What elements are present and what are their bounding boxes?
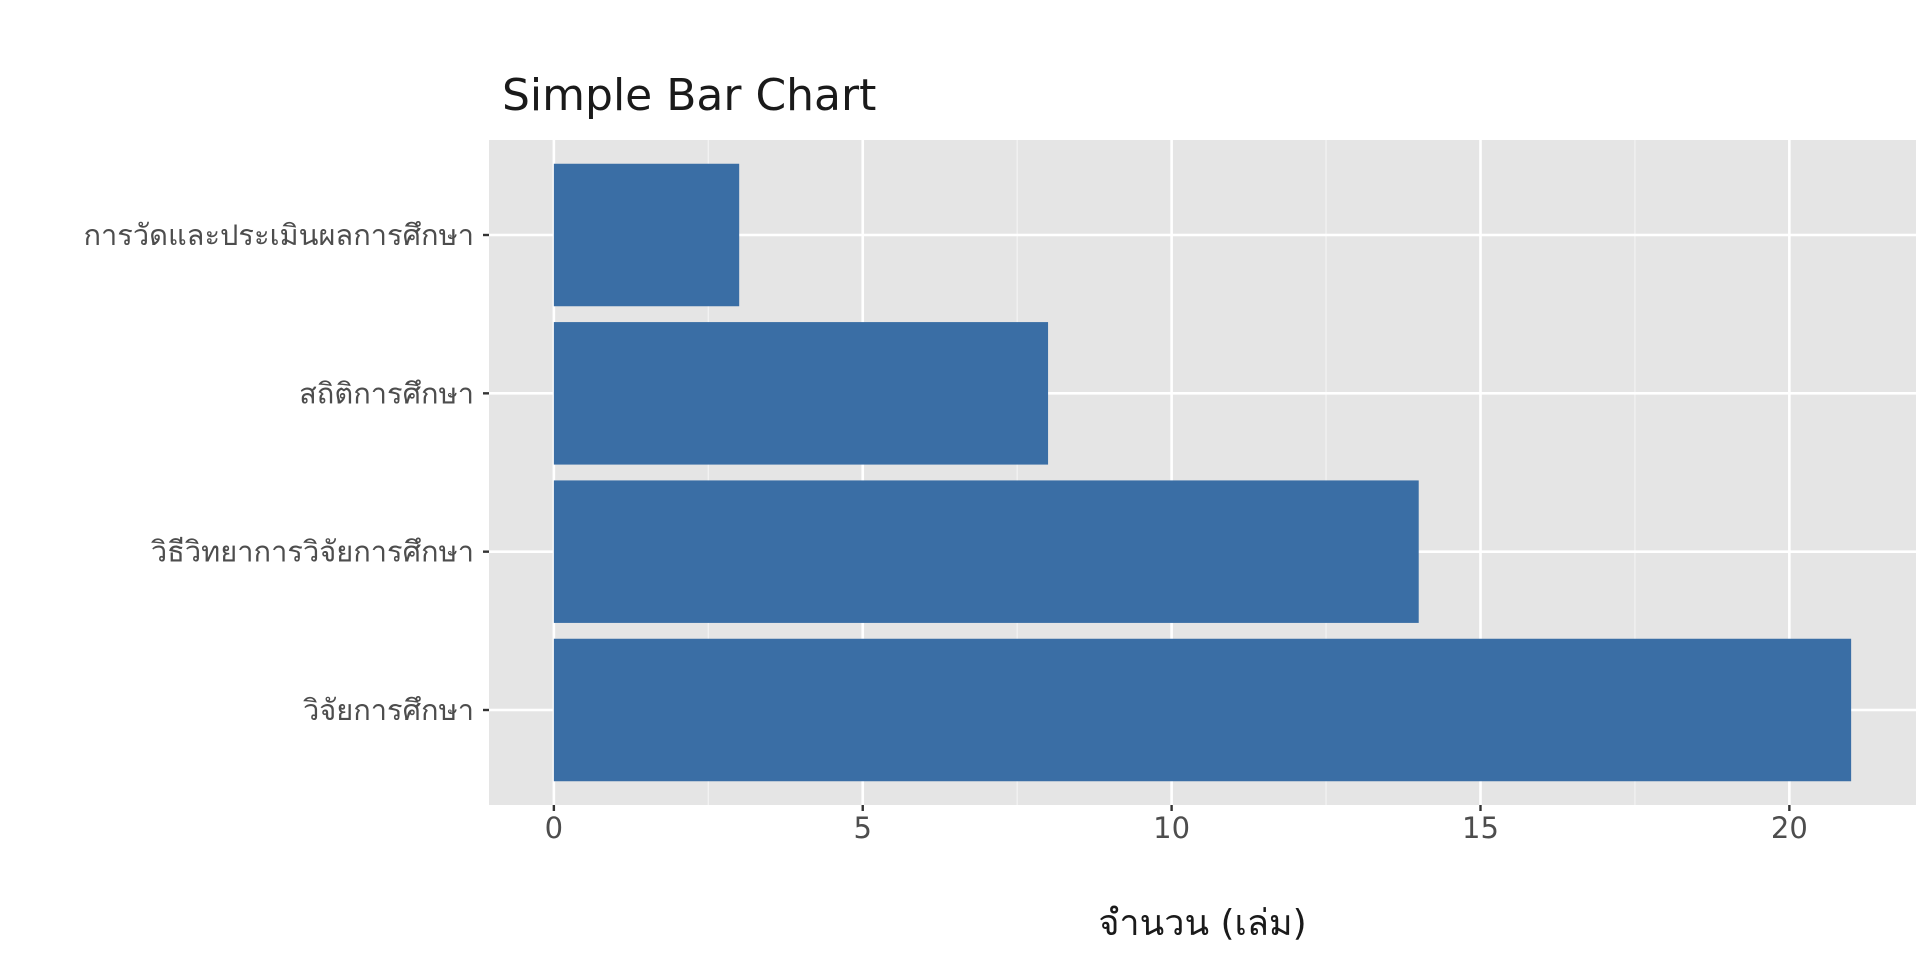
bars bbox=[553, 163, 1852, 782]
bar bbox=[553, 638, 1852, 782]
y-tick-label: วิธีวิทยาการวิจัยการศึกษา bbox=[151, 535, 474, 569]
bar bbox=[553, 322, 1049, 465]
bar bbox=[553, 480, 1419, 623]
x-axis: 0 5 10 15 20 bbox=[545, 805, 1808, 845]
bar bbox=[553, 163, 740, 307]
x-tick-label: 10 bbox=[1153, 811, 1190, 845]
x-tick-label: 5 bbox=[854, 811, 872, 845]
x-tick-label: 15 bbox=[1462, 811, 1499, 845]
y-tick-label: สถิติการศึกษา bbox=[299, 376, 474, 410]
y-axis: การวัดและประเมินผลการศึกษาสถิติการศึกษาว… bbox=[83, 218, 489, 727]
x-tick-label: 0 bbox=[545, 811, 563, 845]
x-tick-label: 20 bbox=[1771, 811, 1808, 845]
x-axis-title: จำนวน (เล่ม) bbox=[1098, 903, 1306, 944]
y-tick-label: การวัดและประเมินผลการศึกษา bbox=[83, 218, 474, 252]
y-tick-label: วิจัยการศึกษา bbox=[303, 693, 474, 727]
chart-title: Simple Bar Chart bbox=[502, 70, 876, 121]
